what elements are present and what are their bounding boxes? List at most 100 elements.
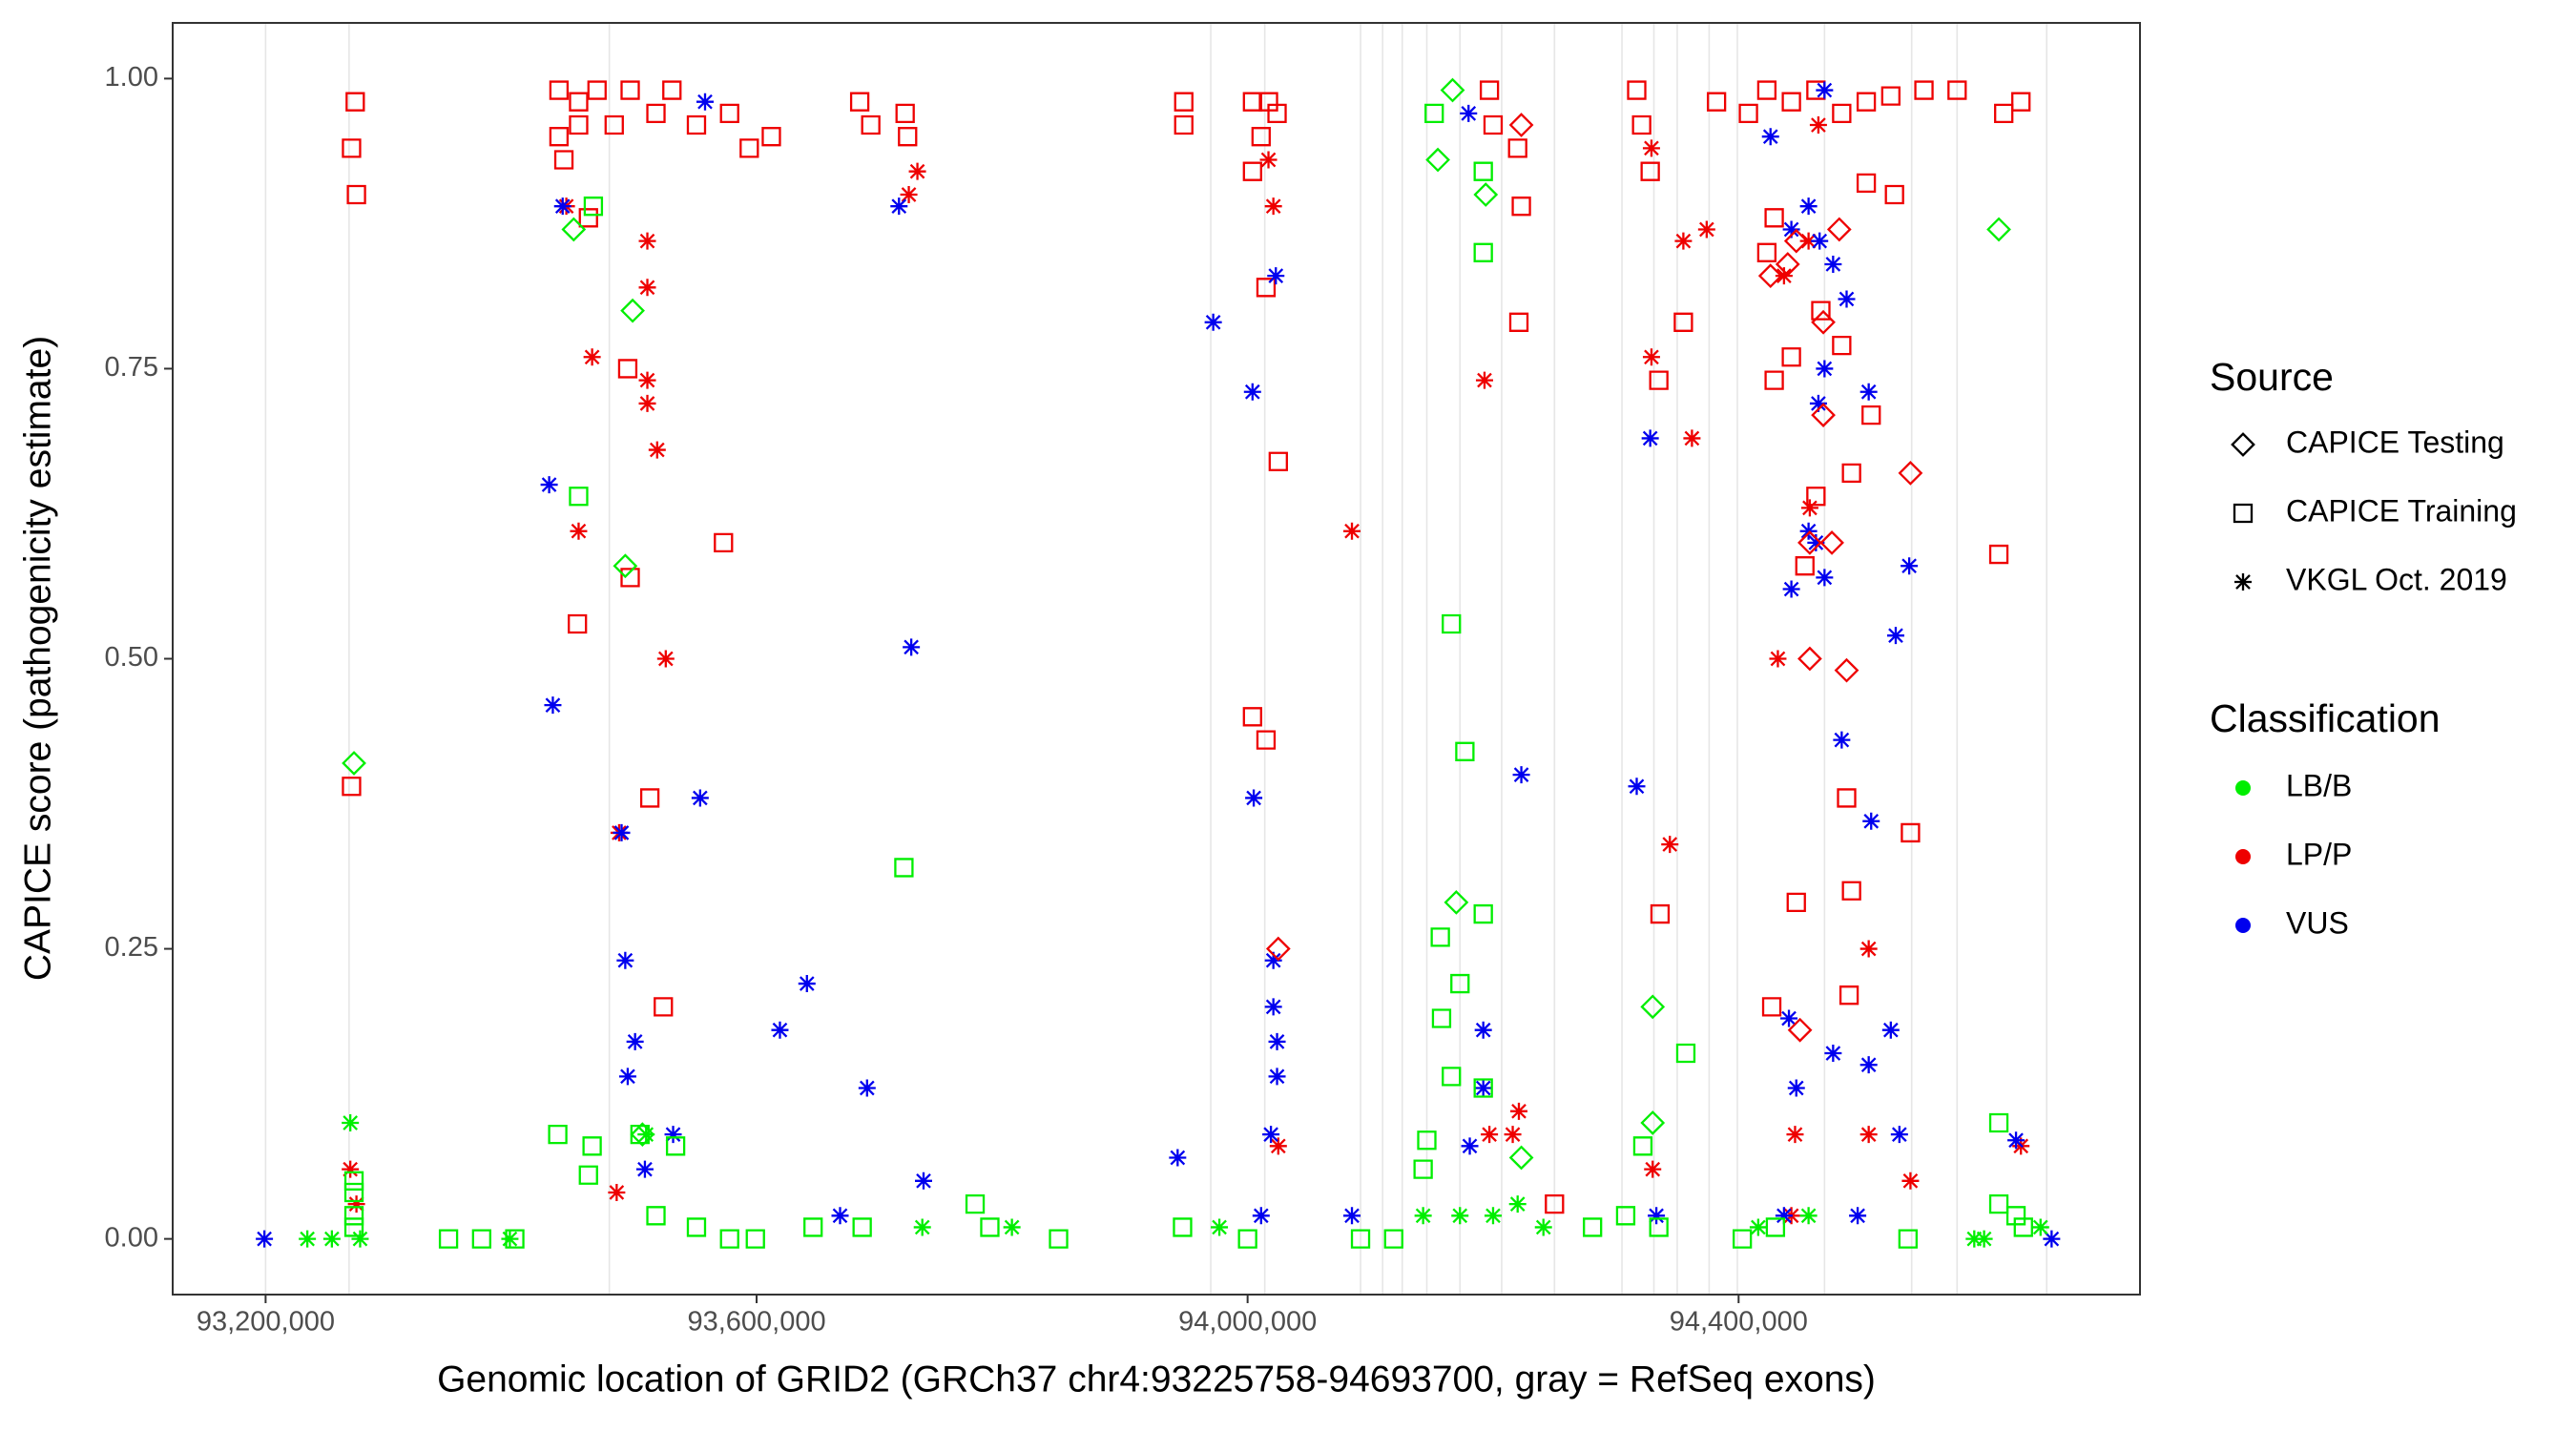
data-point [471, 1229, 491, 1249]
data-point [719, 103, 739, 124]
data-point [1898, 461, 1923, 486]
data-point [1799, 1207, 1818, 1225]
data-point [1508, 113, 1534, 137]
data-point [915, 1172, 932, 1190]
legend-label: LB/B [2286, 768, 2352, 802]
x-tick-label: 93,600,000 [687, 1307, 825, 1338]
data-point [1806, 487, 1826, 507]
data-point [553, 197, 571, 216]
data-point [1343, 522, 1361, 540]
data-point [583, 197, 604, 217]
legend-symbol [2235, 780, 2251, 796]
data-point [1267, 103, 1287, 124]
data-point [894, 858, 914, 878]
data-point [1799, 522, 1818, 540]
data-point [861, 114, 881, 135]
data-point [1965, 1230, 1984, 1248]
data-point [1473, 161, 1493, 181]
data-point [1264, 998, 1282, 1016]
data-point [613, 823, 631, 841]
data-point [1245, 789, 1263, 807]
data-point [1697, 220, 1715, 238]
legend-symbol [2235, 918, 2251, 933]
data-point [1174, 114, 1194, 135]
data-point [1258, 92, 1278, 112]
data-point [1642, 348, 1660, 366]
data-point [1640, 161, 1660, 181]
data-point [1841, 881, 1861, 901]
data-point [1775, 267, 1793, 285]
data-point [1856, 92, 1877, 112]
data-point [1816, 569, 1834, 587]
data-point [1765, 1217, 1786, 1237]
y-tick-label: 1.00 [105, 62, 158, 93]
data-point [1350, 1229, 1371, 1249]
data-point [1269, 1137, 1287, 1155]
data-point [1859, 940, 1878, 958]
data-point [1648, 1207, 1666, 1225]
data-point [1508, 312, 1529, 332]
data-point [1799, 197, 1818, 216]
data-point [561, 217, 587, 242]
data-point [648, 441, 666, 459]
data-point [1781, 347, 1801, 367]
data-point [1834, 657, 1859, 683]
data-point [1444, 890, 1469, 915]
data-point [616, 951, 634, 969]
data-point [908, 162, 926, 180]
data-point [626, 1032, 644, 1050]
data-point [1661, 836, 1679, 854]
data-point [1431, 1008, 1452, 1028]
data-point [343, 1171, 364, 1191]
data-point [1884, 184, 1904, 205]
data-point [1343, 1207, 1361, 1225]
data-point [900, 186, 918, 204]
data-point [1509, 1102, 1527, 1120]
data-point [1811, 301, 1831, 321]
data-point [1003, 1218, 1021, 1236]
data-point [613, 553, 638, 579]
y-tick-label: 0.75 [105, 352, 158, 383]
data-point [608, 1183, 626, 1201]
data-point [630, 1125, 650, 1145]
data-point [1811, 309, 1836, 335]
data-point [1756, 80, 1777, 100]
data-point [638, 394, 656, 412]
data-point [2011, 92, 2031, 112]
data-point [1640, 1110, 1666, 1135]
data-point [1833, 731, 1851, 749]
data-point [569, 487, 589, 507]
data-point [1649, 1217, 1669, 1237]
data-point [1761, 997, 1782, 1017]
data-point [1545, 1193, 1565, 1214]
data-point [1511, 197, 1531, 217]
data-point [1237, 1229, 1257, 1249]
data-point [1838, 290, 1856, 308]
data-point [1268, 1068, 1286, 1086]
data-point [1474, 1079, 1492, 1097]
data-point [548, 1125, 568, 1145]
legend-title: Classification [2210, 696, 2441, 740]
data-point [578, 208, 598, 228]
data-point [665, 1136, 686, 1156]
data-point [1640, 994, 1666, 1020]
data-point [2013, 1217, 2033, 1237]
data-point [1683, 429, 1701, 447]
data-point [1417, 1130, 1437, 1151]
data-point [1806, 80, 1826, 100]
data-point [1901, 557, 1919, 575]
data-point [1975, 1230, 1993, 1248]
legend-symbol [2231, 432, 2255, 457]
data-point [1826, 217, 1852, 242]
data-point [1243, 383, 1261, 401]
data-point [1837, 788, 1857, 808]
data-point [745, 1229, 765, 1249]
y-axis-title: CAPICE score (pathogenicity estimate) [17, 336, 58, 981]
data-point [1988, 1193, 2009, 1214]
data-point [256, 1230, 274, 1248]
data-point [1775, 1207, 1793, 1225]
y-tick-label: 0.00 [105, 1222, 158, 1253]
data-point [965, 1193, 986, 1214]
data-point [895, 103, 915, 124]
data-point [1414, 1207, 1432, 1225]
